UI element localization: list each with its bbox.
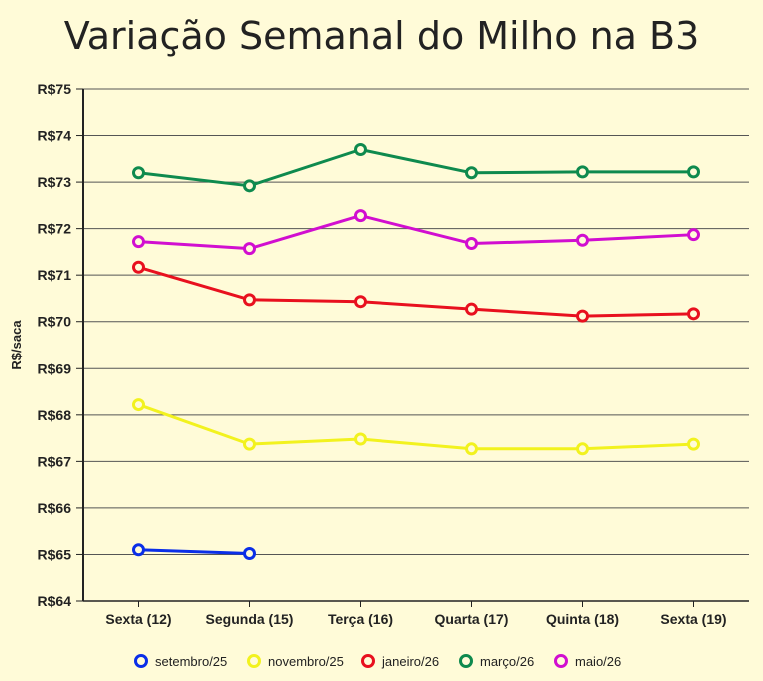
legend: setembro/25 novembro/25 janeiro/26 março/26… xyxy=(134,654,621,669)
data-point xyxy=(243,242,256,256)
y-tick-label: R$64 xyxy=(38,593,72,609)
x-tick-label: Sexta (19) xyxy=(660,611,726,627)
legend-marker xyxy=(361,654,375,668)
y-tick-label: R$72 xyxy=(38,221,72,237)
axes xyxy=(82,89,749,602)
data-point xyxy=(465,237,478,251)
data-point xyxy=(354,432,367,446)
data-point xyxy=(243,547,256,561)
data-point xyxy=(354,143,367,157)
x-tick-label: Quarta (17) xyxy=(435,611,509,627)
series-lines xyxy=(137,148,694,556)
data-point xyxy=(354,209,367,223)
legend-marker xyxy=(134,654,148,668)
data-point xyxy=(132,260,145,274)
y-tick-labels: R$64 R$65 R$66 R$67 R$68 R$69 R$70 R$71 R$72 R$73… xyxy=(38,81,83,609)
series-line-4 xyxy=(138,214,694,251)
y-tick-label: R$68 xyxy=(38,407,72,423)
data-point xyxy=(465,166,478,180)
data-point xyxy=(687,307,700,321)
x-tick-label: Terça (16) xyxy=(328,611,393,627)
x-tick-labels: Sexta (12) Segunda (15) Terça (16) Quarta (… xyxy=(105,601,727,627)
data-point xyxy=(687,165,700,179)
x-tick-label: Sexta (12) xyxy=(105,611,171,627)
y-tick-label: R$74 xyxy=(38,128,72,144)
data-point xyxy=(576,233,589,247)
legend-label: março/26 xyxy=(480,654,534,669)
data-point xyxy=(465,442,478,456)
series-line-0 xyxy=(138,548,250,556)
legend-marker xyxy=(554,654,568,668)
x-tick-label: Segunda (15) xyxy=(206,611,294,627)
y-tick-label: R$71 xyxy=(38,267,72,283)
data-point xyxy=(687,228,700,242)
legend-marker xyxy=(459,654,473,668)
y-tick-label: R$66 xyxy=(38,500,72,516)
legend-label: janeiro/26 xyxy=(381,654,439,669)
data-point xyxy=(576,309,589,323)
data-point xyxy=(132,543,145,557)
data-point xyxy=(576,442,589,456)
data-point xyxy=(243,293,256,307)
data-point xyxy=(465,302,478,316)
series-line-1 xyxy=(137,403,694,451)
data-point xyxy=(354,295,367,309)
data-point xyxy=(243,179,256,193)
legend-label: setembro/25 xyxy=(155,654,227,669)
data-point xyxy=(132,166,145,180)
data-point xyxy=(687,437,700,451)
data-point xyxy=(132,398,145,412)
y-tick-label: R$70 xyxy=(38,314,72,330)
legend-marker xyxy=(247,654,261,668)
y-axis-label: R$/saca xyxy=(9,320,24,370)
series-line-2 xyxy=(138,265,694,318)
y-tick-label: R$73 xyxy=(38,174,72,190)
data-point xyxy=(132,235,145,249)
y-tick-label: R$65 xyxy=(38,546,72,562)
data-point xyxy=(576,165,589,179)
legend-label: novembro/25 xyxy=(268,654,344,669)
y-tick-label: R$69 xyxy=(38,360,72,376)
series-line-3 xyxy=(138,148,694,188)
y-tick-label: R$75 xyxy=(38,81,72,97)
y-tick-label: R$67 xyxy=(38,453,72,469)
chart-title: Variação Semanal do Milho na B3 xyxy=(63,14,700,58)
legend-label: maio/26 xyxy=(575,654,621,669)
x-tick-label: Quinta (18) xyxy=(546,611,619,627)
grid-lines xyxy=(83,88,749,555)
data-point xyxy=(243,437,256,451)
series-points xyxy=(132,143,700,561)
